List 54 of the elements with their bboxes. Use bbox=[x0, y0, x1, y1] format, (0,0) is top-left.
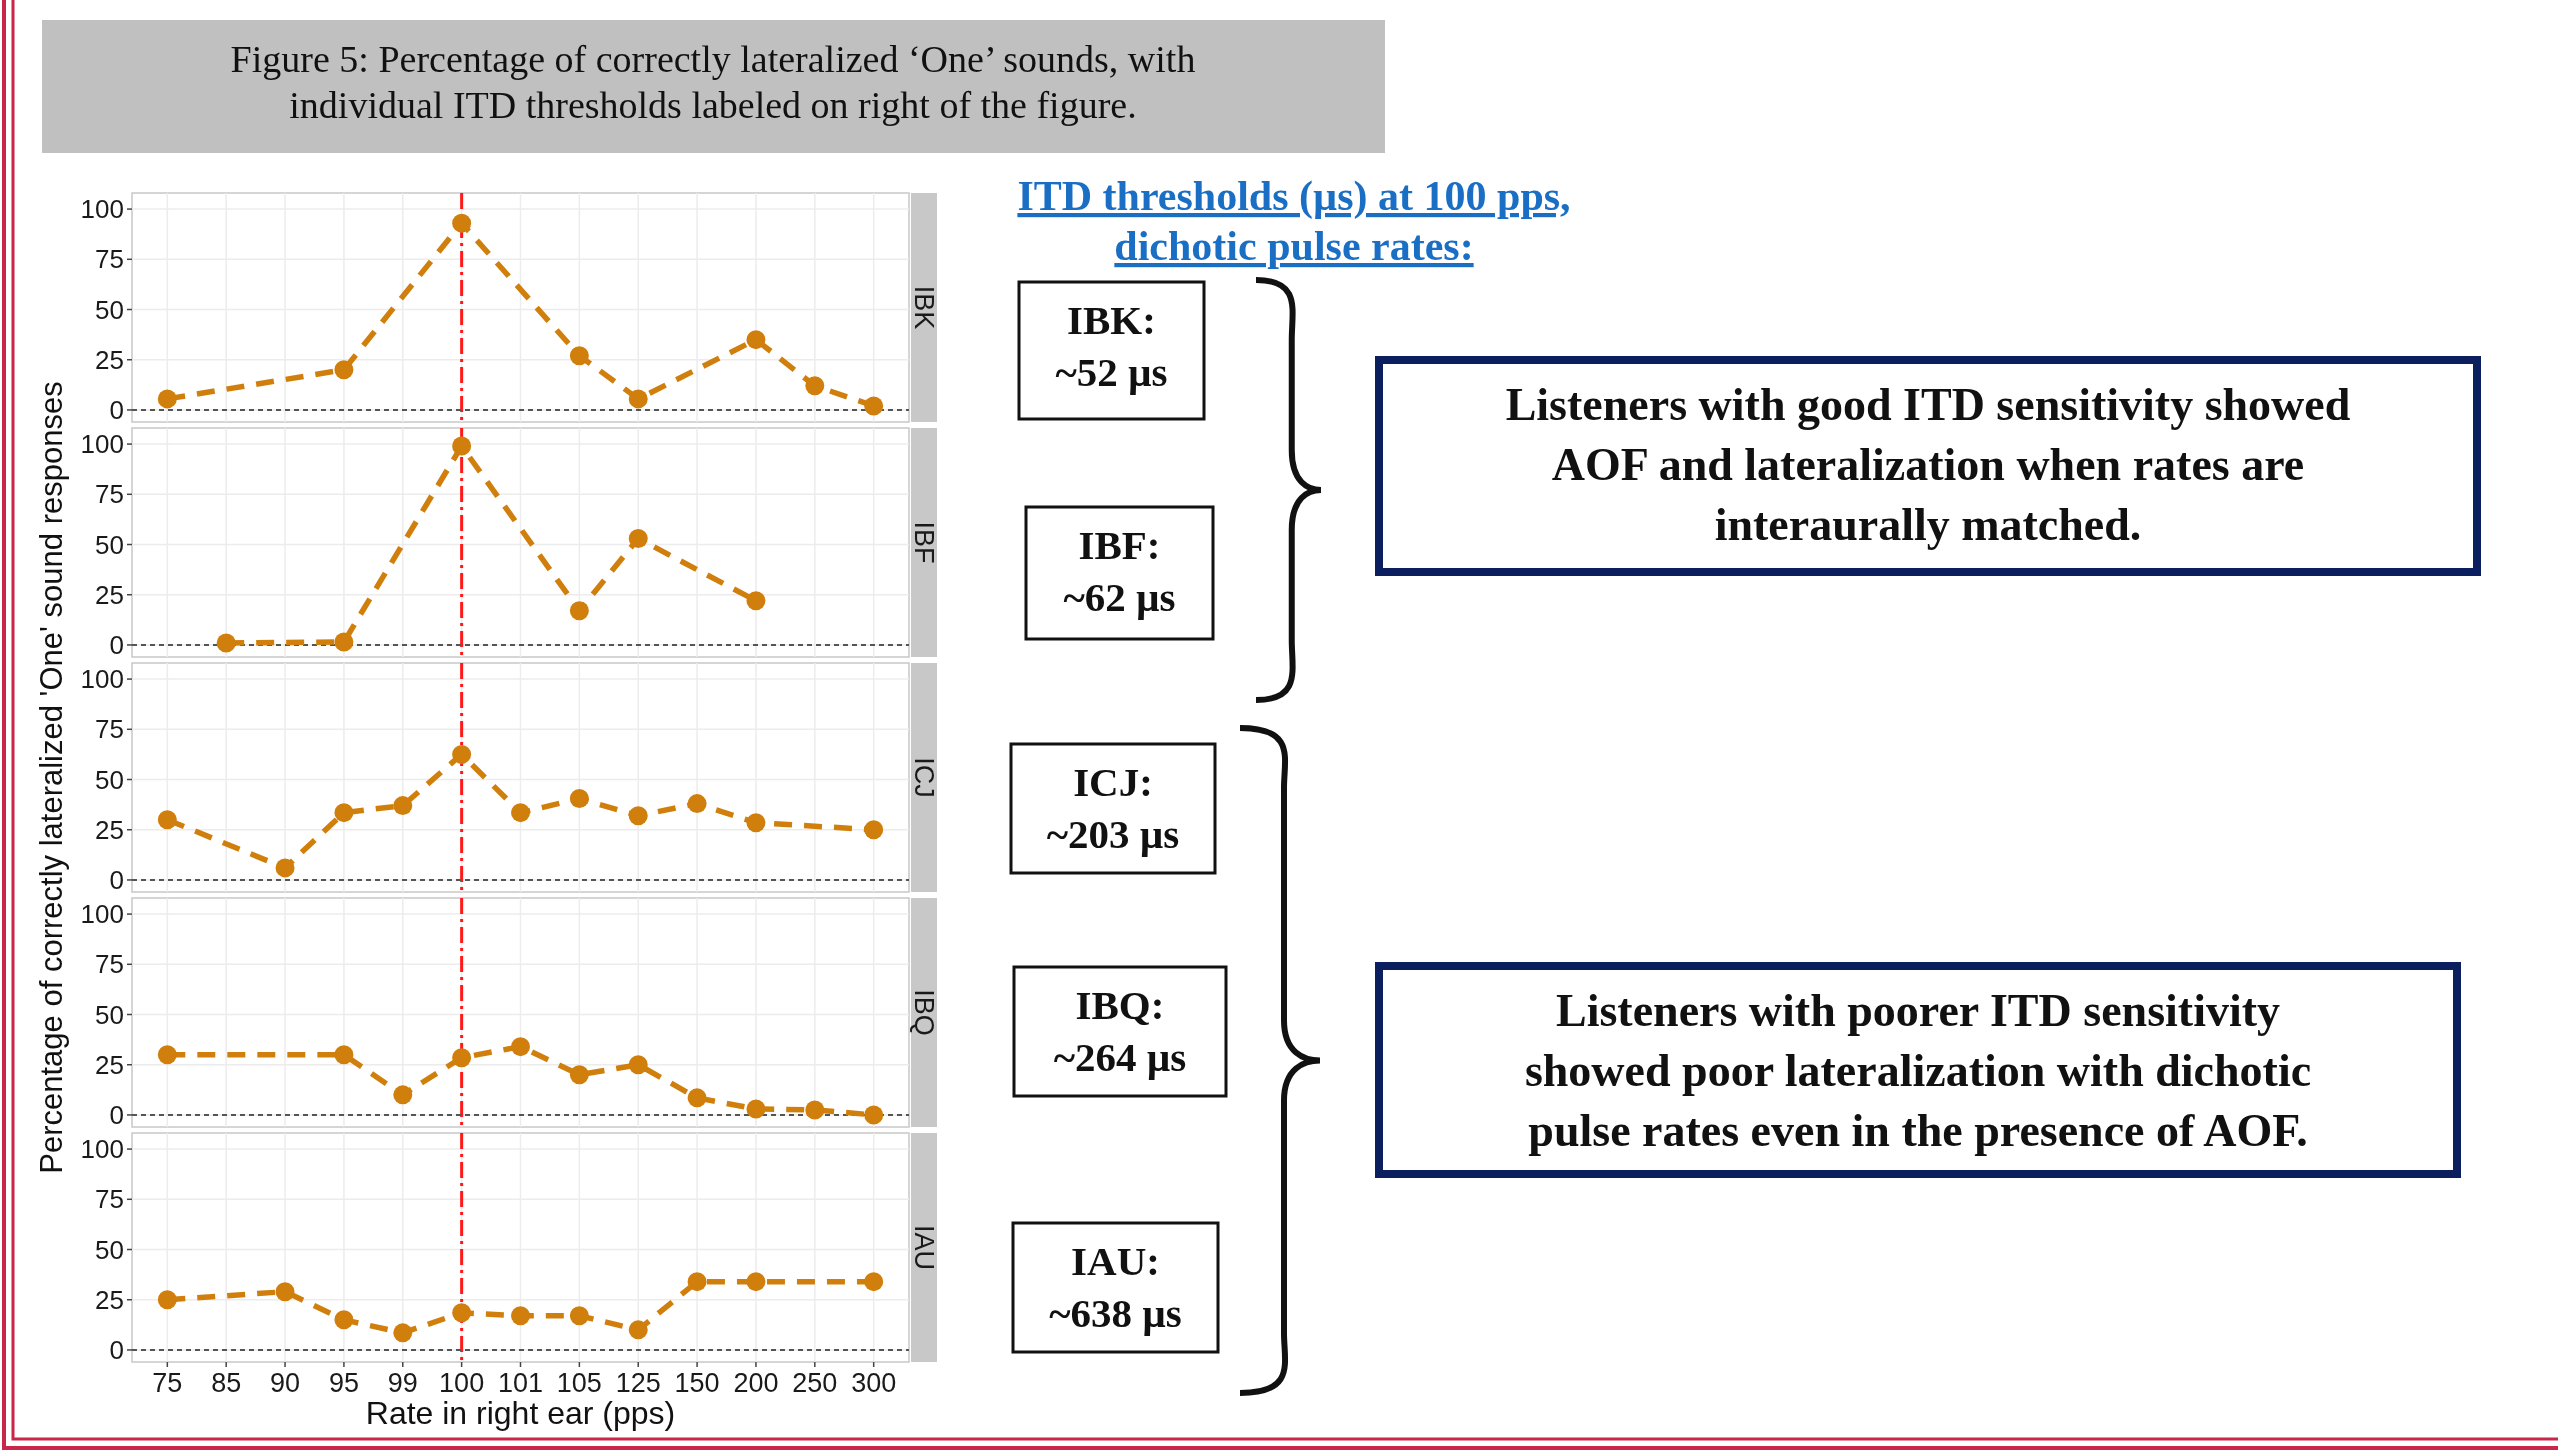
y-tick-label: 75 bbox=[95, 714, 124, 745]
text: IBK: ~52 µs bbox=[1055, 297, 1168, 395]
y-tick-label: 25 bbox=[95, 579, 124, 610]
y-tick-label: 0 bbox=[109, 629, 124, 660]
text: Listeners with good ITD sensitivity showed AOF and lateralization when rates are interaurally matched. bbox=[1505, 379, 2351, 550]
text: ICJ: ~203 µs bbox=[1046, 759, 1180, 857]
y-tick-label: 100 bbox=[80, 194, 124, 225]
x-axis-title: Rate in right ear (pps) bbox=[365, 1395, 676, 1431]
y-tick-label: 25 bbox=[95, 344, 124, 375]
text: ITD thresholds (µs) at 100 pps, dichotic pulse rates: bbox=[1017, 173, 1571, 269]
x-tick-label: 75 bbox=[152, 1368, 183, 1398]
text: Figure 5: Percentage of correctly lateralized ‘One’ sounds, with individual ITD thresholds labeled on right of the figure. bbox=[230, 38, 1196, 126]
text: IBK bbox=[909, 285, 939, 330]
x-tick-label: 105 bbox=[556, 1368, 602, 1398]
y-tick-label: 75 bbox=[95, 479, 124, 510]
x-tick-label: 95 bbox=[328, 1368, 359, 1398]
y-tick-label: 50 bbox=[95, 294, 124, 325]
x-tick-label: 125 bbox=[615, 1368, 661, 1398]
text: IAU: ~638 µs bbox=[1049, 1238, 1182, 1336]
y-tick-label: 0 bbox=[109, 1099, 124, 1130]
x-tick-label: 100 bbox=[439, 1368, 485, 1398]
y-tick-label: 25 bbox=[95, 814, 124, 845]
x-tick-label: 90 bbox=[270, 1368, 301, 1398]
text: IBF bbox=[909, 521, 939, 564]
x-tick-label: 300 bbox=[851, 1368, 897, 1398]
y-tick-label: 100 bbox=[80, 664, 124, 695]
y-tick-label: 100 bbox=[80, 429, 124, 460]
y-tick-label: 0 bbox=[109, 394, 124, 425]
text: IBQ: ~264 µs bbox=[1053, 982, 1187, 1080]
text: IAU bbox=[909, 1224, 939, 1271]
x-tick-label: 101 bbox=[497, 1368, 544, 1398]
y-tick-label: 50 bbox=[95, 529, 124, 560]
y-tick-label: 25 bbox=[95, 1284, 124, 1315]
y-tick-label: 25 bbox=[95, 1049, 124, 1080]
y-tick-label: 50 bbox=[95, 999, 124, 1030]
x-tick-label: 200 bbox=[733, 1368, 779, 1398]
y-tick-label: 100 bbox=[80, 899, 124, 930]
y-axis-title: Percentage of correctly lateralized 'One' sound responses bbox=[34, 381, 69, 1174]
y-tick-label: 100 bbox=[80, 1134, 124, 1165]
text: IBF: ~62 µs bbox=[1063, 522, 1176, 620]
y-tick-label: 0 bbox=[109, 1334, 124, 1365]
text: ICJ bbox=[909, 757, 939, 798]
x-tick-label: 250 bbox=[792, 1368, 838, 1398]
y-tick-label: 75 bbox=[95, 949, 124, 980]
x-tick-label: 99 bbox=[387, 1368, 418, 1398]
x-tick-label: 150 bbox=[674, 1368, 720, 1398]
x-tick-label: 85 bbox=[211, 1368, 242, 1398]
y-tick-label: 0 bbox=[109, 864, 124, 895]
y-tick-label: 50 bbox=[95, 764, 124, 795]
y-tick-label: 50 bbox=[95, 1234, 124, 1265]
text: Listeners with poorer ITD sensitivity showed poor lateralization with dichotic pulse rates even in the presence of AOF. bbox=[1524, 985, 2312, 1156]
y-tick-label: 75 bbox=[95, 1184, 124, 1215]
text: IBQ bbox=[909, 989, 939, 1036]
y-tick-label: 75 bbox=[95, 244, 124, 275]
